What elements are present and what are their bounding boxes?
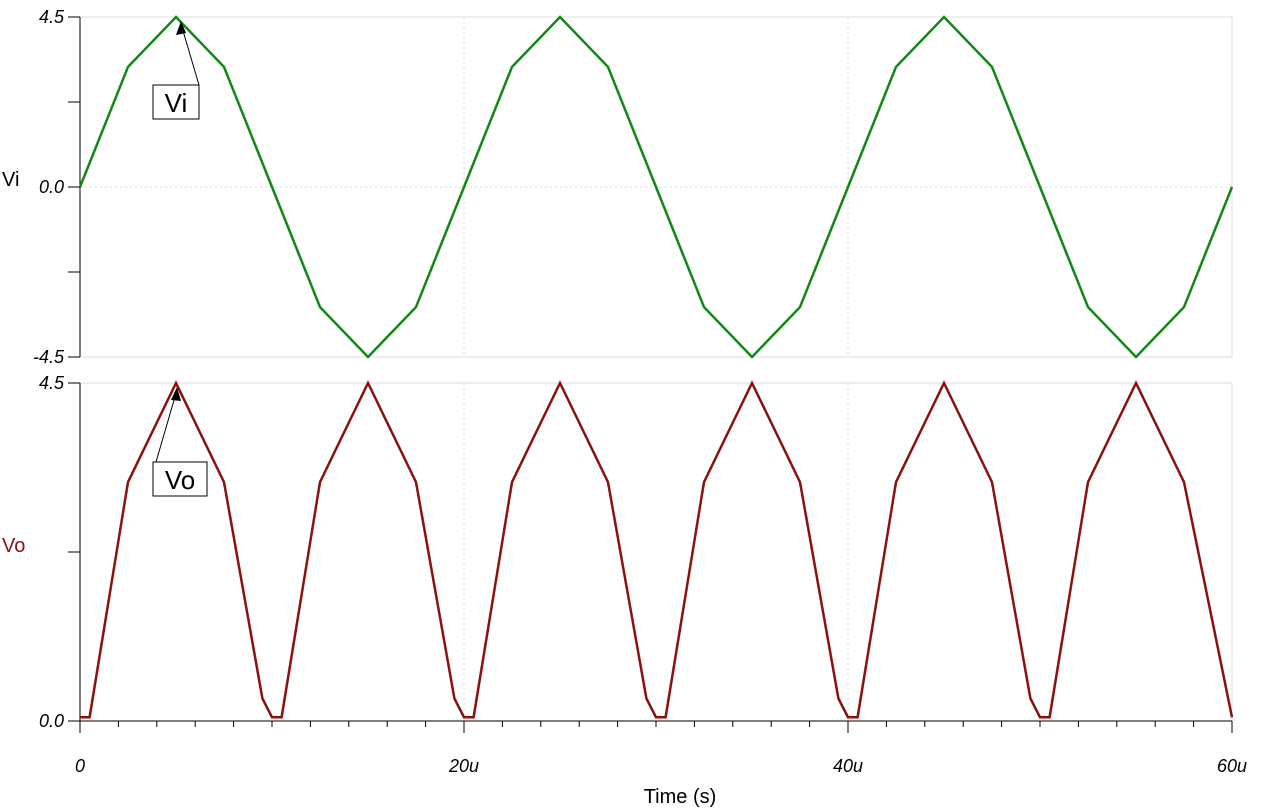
xtick-60u: 60u (1217, 756, 1247, 776)
vo-series-line (80, 380, 1234, 719)
vi-ytick-top: 4.5 (39, 7, 65, 27)
plot-border (79, 382, 1233, 722)
vi-series-line (78, 15, 1234, 359)
vi-y-axis-title: Vi (2, 169, 19, 191)
xtick-0: 0 (75, 756, 85, 776)
vo-ytick-top: 4.5 (39, 373, 65, 393)
vo-axis (68, 382, 1233, 733)
vi-axis (68, 16, 81, 358)
vi-ytick-mid: 0.0 (39, 177, 64, 197)
vo-grid (79, 382, 1233, 722)
vi-callout: Vi (152, 21, 200, 120)
vo-ytick-bottom: 0.0 (39, 711, 64, 731)
vo-callout-label: Vo (165, 465, 195, 495)
vo-y-axis-title: Vo (2, 535, 25, 557)
vo-callout: Vo (152, 387, 208, 497)
xtick-40u: 40u (833, 756, 863, 776)
vi-ytick-bottom: -4.5 (33, 347, 65, 367)
x-axis-title: Time (s) (644, 786, 717, 808)
vi-callout-label: Vi (165, 88, 188, 118)
xtick-20u: 20u (448, 756, 479, 776)
vo-panel: Vo 4.5 0.0 Vo 0 20u 40u 60u Time (s) (2, 373, 1247, 808)
vi-panel: Vi 4.5 0.0 -4.5 Vi (2, 7, 1234, 367)
